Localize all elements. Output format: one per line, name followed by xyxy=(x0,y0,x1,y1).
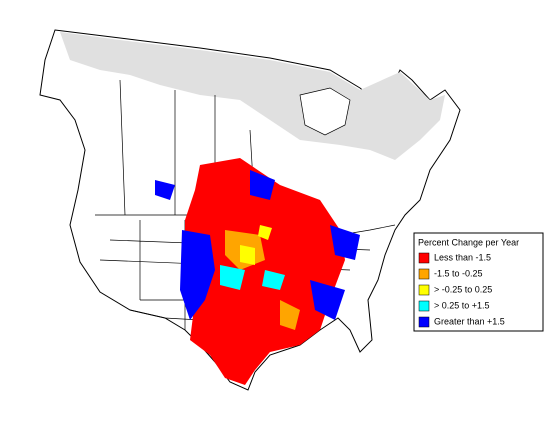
legend-swatch xyxy=(418,268,430,280)
legend-label: Less than -1.5 xyxy=(434,252,491,262)
trend-yellow xyxy=(240,225,272,265)
hudson-bay xyxy=(299,87,351,136)
legend-label: > -0.25 to 0.25 xyxy=(434,284,492,294)
legend-swatch xyxy=(418,300,430,312)
legend: Percent Change per Year Less than -1.5 -1… xyxy=(413,232,544,332)
legend-label: -1.5 to -0.25 xyxy=(434,268,483,278)
trend-blue xyxy=(155,170,360,320)
legend-swatch xyxy=(418,284,430,296)
legend-swatch xyxy=(418,252,430,264)
legend-title: Percent Change per Year xyxy=(418,237,519,247)
legend-label: > 0.25 to +1.5 xyxy=(434,300,490,310)
legend-swatch xyxy=(418,316,430,328)
legend-box xyxy=(413,232,544,332)
trend-areas xyxy=(155,158,360,385)
legend-label: Greater than +1.5 xyxy=(434,316,505,326)
no-data-region xyxy=(60,32,445,160)
trend-cyan xyxy=(220,265,285,290)
